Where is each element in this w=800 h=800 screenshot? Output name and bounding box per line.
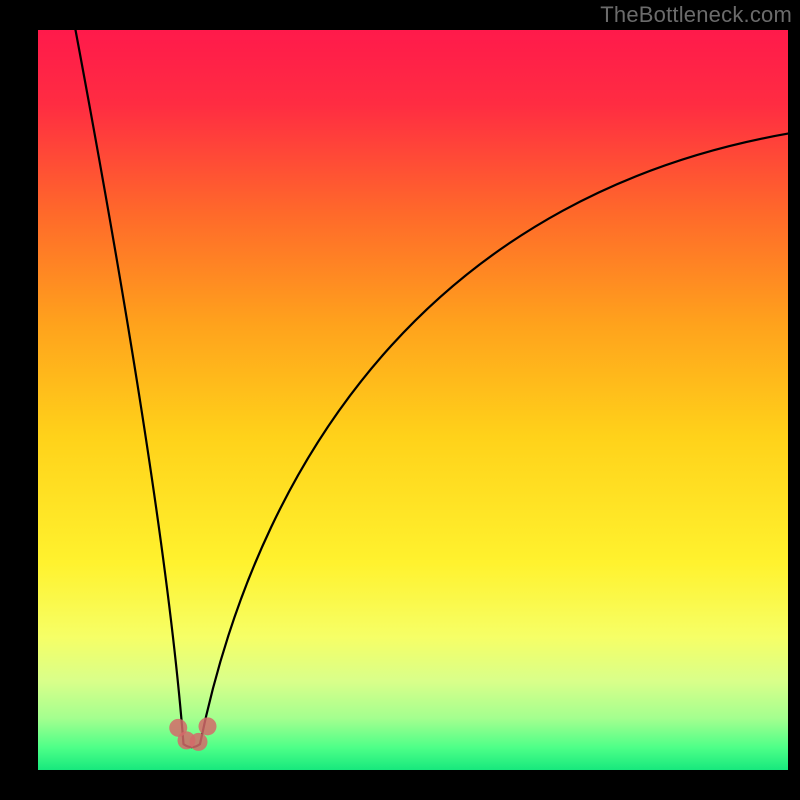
marker-dot [199, 717, 217, 735]
chart-svg [0, 0, 800, 800]
watermark-text: TheBottleneck.com [600, 2, 792, 28]
gradient-panel [38, 30, 788, 770]
chart-frame: TheBottleneck.com [0, 0, 800, 800]
marker-dot [190, 733, 208, 751]
